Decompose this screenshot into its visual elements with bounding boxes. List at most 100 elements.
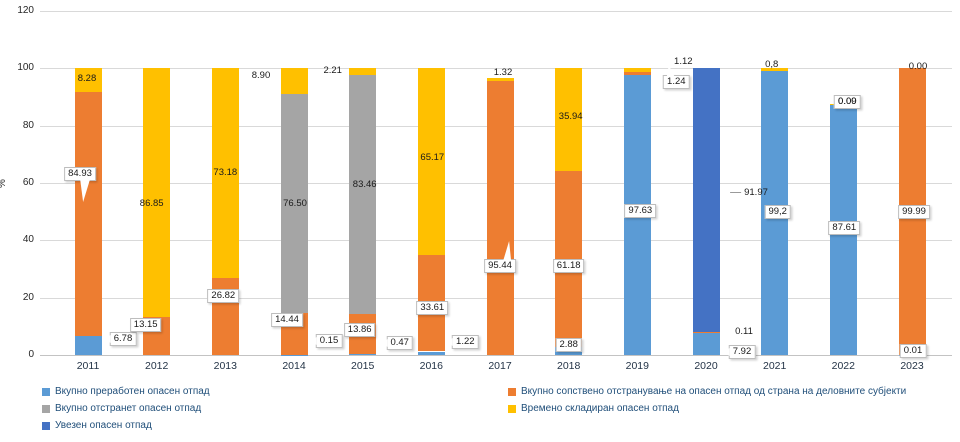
x-axis-label-2013: 2013 — [213, 360, 237, 372]
x-axis-label-2018: 2018 — [557, 360, 581, 372]
data-label: 99.99 — [898, 205, 930, 219]
callout-pointer — [380, 339, 388, 347]
x-axis-label-2016: 2016 — [419, 360, 443, 372]
bar-segment-2020 — [692, 332, 720, 333]
data-label: 84.93 — [64, 166, 96, 202]
data-label: 8.28 — [77, 73, 97, 85]
data-label: 61.18 — [552, 259, 585, 274]
data-label: 97.63 — [624, 204, 657, 219]
data-label: 1.12 — [674, 56, 693, 67]
x-axis-label-2011: 2011 — [76, 360, 100, 372]
x-axis-label-2019: 2019 — [625, 360, 649, 372]
legend-swatch-blue — [42, 387, 50, 396]
bar-segment-2011 — [74, 335, 102, 355]
legend-label: Увезен опасен отпад — [55, 420, 152, 431]
legend-swatch-orange — [508, 387, 516, 396]
data-label: 0,8 — [765, 58, 779, 70]
gridline-120 — [40, 11, 952, 12]
bar-segment-2014 — [280, 354, 308, 356]
data-label: 8.90 — [251, 70, 271, 82]
legend-swatch-yellow — [508, 404, 516, 413]
legend-label: Вкупно преработен опасен отпад — [55, 386, 210, 397]
bar-segment-2018 — [555, 171, 583, 347]
data-label: 2.88 — [555, 338, 582, 352]
bar-segment-2020 — [692, 68, 720, 332]
data-label: 1.24 — [663, 65, 690, 90]
data-label: 0.09 — [834, 95, 861, 110]
callout-pointer — [722, 347, 730, 356]
data-label: 26.82 — [207, 288, 240, 303]
data-label: 91.97 — [730, 187, 768, 199]
data-label: 14.44 — [271, 313, 303, 327]
y-tick-label-120: 120 — [17, 5, 34, 16]
x-axis-label-2020: 2020 — [694, 360, 718, 372]
gridline-100 — [40, 68, 952, 70]
x-axis-label-2021: 2021 — [763, 360, 787, 372]
callout-pointer — [309, 337, 317, 345]
data-label: 13.15 — [129, 318, 162, 333]
legend-item-processed-waste: Вкупно преработен опасен отпад — [42, 386, 210, 397]
bar-segment-2015 — [349, 353, 377, 355]
data-label: 0.00 — [908, 60, 928, 72]
data-label: 0.01 — [899, 344, 927, 358]
bar-segment-2021 — [761, 68, 789, 71]
y-tick-label-0: 0 — [28, 349, 34, 360]
bar-segment-2014 — [280, 93, 308, 314]
bar-segment-2013 — [211, 68, 239, 279]
bar-segment-2016 — [417, 351, 445, 355]
data-label: 33.61 — [416, 301, 449, 315]
legend-item-temporarily-stored-waste: Времено складиран опасен отпад — [508, 403, 679, 414]
data-label: 0.00 — [838, 95, 857, 107]
x-axis-label-2014: 2014 — [282, 360, 306, 372]
data-label: 76.50 — [283, 197, 307, 209]
data-label: 13.86 — [343, 323, 376, 338]
data-label: 35.94 — [558, 111, 583, 123]
data-label: 83.46 — [352, 179, 377, 190]
bar-segment-2016 — [417, 68, 445, 256]
y-tick-label-40: 40 — [22, 234, 34, 246]
data-label: 0.15 — [309, 334, 343, 348]
x-axis-label-2022: 2022 — [831, 360, 855, 372]
legend-item-self-disposal-waste: Вкупно сопствено отстранување на опасен … — [508, 386, 906, 397]
legend-item-imported-waste: Увезен опасен отпад — [42, 420, 152, 431]
bar-segment-2012 — [143, 68, 171, 318]
data-label: 99,2 — [764, 205, 791, 219]
callout-pointer — [79, 178, 90, 202]
x-axis-label-2017: 2017 — [488, 360, 512, 372]
x-axis-label-2012: 2012 — [145, 360, 169, 372]
data-label: 7.92 — [722, 344, 756, 359]
legend-swatch-darkblue — [42, 421, 50, 430]
callout-pointer — [667, 65, 676, 78]
callout-pointer — [103, 334, 111, 343]
y-tick-label-80: 80 — [22, 119, 34, 131]
y-tick-label-60: 60 — [22, 177, 34, 188]
data-label: 86.85 — [139, 197, 164, 209]
data-label: 1.22 — [446, 335, 479, 350]
gridline-0 — [40, 355, 952, 356]
callout-pointer — [446, 338, 454, 347]
bar-segment-2018 — [555, 68, 583, 172]
x-axis-label-2015: 2015 — [351, 360, 375, 372]
bar-segment-2019 — [623, 71, 651, 76]
data-label: 0.47 — [380, 336, 413, 350]
data-label: 1.32 — [493, 66, 513, 78]
legend-label: Вкупно отстранет опасен отпад — [55, 403, 202, 414]
bar-segment-2014 — [280, 68, 308, 94]
bar-segment-2015 — [349, 68, 377, 75]
x-axis-label-2023: 2023 — [900, 360, 924, 372]
data-label: 95.44 — [484, 241, 516, 274]
data-label: 0.11 — [735, 326, 753, 338]
bar-segment-2020 — [692, 332, 720, 355]
y-tick-label-20: 20 — [22, 291, 34, 303]
bar-segment-2015 — [349, 74, 377, 314]
legend-swatch-gray — [42, 404, 50, 413]
data-label: 87.61 — [828, 221, 861, 235]
bar-segment-2019 — [623, 68, 651, 72]
data-label: 6.78 — [103, 331, 137, 346]
data-label: 73.18 — [213, 167, 238, 178]
legend-label: Времено складиран опасен отпад — [521, 403, 679, 414]
data-label: 65.17 — [420, 152, 445, 164]
bar-segment-2017 — [486, 77, 514, 82]
bar-segment-2011 — [74, 92, 102, 336]
